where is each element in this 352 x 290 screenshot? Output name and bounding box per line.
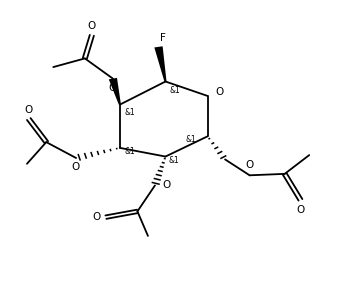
Text: O: O [25, 105, 33, 115]
Text: O: O [71, 162, 80, 172]
Text: F: F [160, 32, 166, 43]
Text: &1: &1 [124, 108, 135, 117]
Text: O: O [296, 205, 304, 215]
Text: O: O [92, 212, 101, 222]
Text: O: O [245, 160, 254, 170]
Text: &1: &1 [186, 135, 196, 144]
Text: &1: &1 [124, 147, 135, 156]
Text: O: O [88, 21, 96, 31]
Polygon shape [154, 46, 166, 82]
Text: &1: &1 [169, 155, 180, 164]
Text: O: O [108, 83, 117, 93]
Text: O: O [163, 180, 171, 191]
Polygon shape [109, 78, 121, 105]
Text: O: O [215, 88, 224, 97]
Text: &1: &1 [170, 86, 181, 95]
